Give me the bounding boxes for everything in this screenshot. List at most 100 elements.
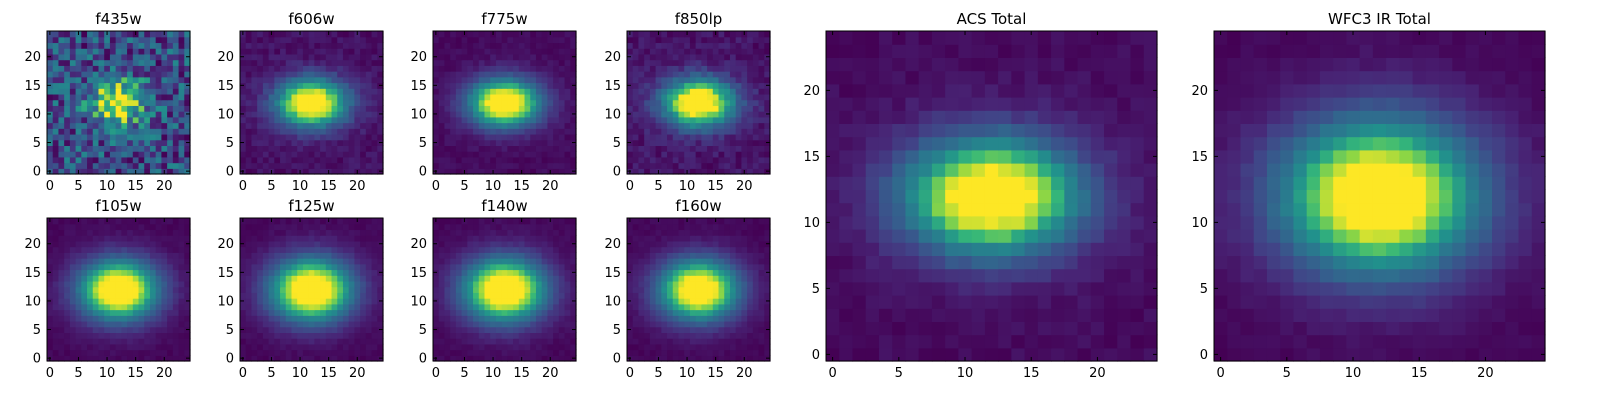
- heatmap-cell: [274, 116, 281, 124]
- heatmap-cell: [127, 315, 134, 322]
- heatmap-cell: [478, 223, 486, 231]
- heatmap-cell: [87, 263, 94, 271]
- heatmap-cell: [455, 151, 463, 158]
- heatmap-cell: [701, 326, 708, 333]
- heatmap-cell: [735, 298, 742, 305]
- heatmap-cell: [262, 240, 270, 248]
- heatmap-cell: [58, 240, 65, 248]
- heatmap-cell: [280, 258, 287, 265]
- heatmap-cell: [127, 343, 134, 351]
- heatmap-cell: [507, 263, 514, 271]
- heatmap-cell: [58, 93, 65, 101]
- heatmap-cell: [365, 338, 373, 345]
- heatmap-cell: [473, 240, 480, 248]
- heatmap-cell: [184, 128, 191, 135]
- heatmap-cell: [109, 36, 117, 44]
- heatmap-cell: [524, 82, 531, 89]
- heatmap-cell: [513, 315, 520, 322]
- heatmap-cell: [178, 82, 185, 89]
- heatmap-cell: [741, 151, 748, 158]
- heatmap-cell: [377, 128, 384, 135]
- heatmap-cell: [257, 315, 264, 322]
- heatmap-cell: [127, 280, 134, 288]
- heatmap-cell: [758, 88, 765, 95]
- heatmap-cell: [138, 116, 145, 124]
- heatmap-cell: [47, 252, 54, 259]
- heatmap-cell: [331, 36, 338, 44]
- heatmap-cell: [121, 105, 128, 112]
- heatmap-cell: [547, 156, 554, 164]
- heatmap-cell: [314, 275, 321, 282]
- heatmap-cell: [132, 59, 140, 66]
- heatmap-cell: [627, 122, 634, 129]
- heatmap-cell: [360, 240, 367, 248]
- heatmap-cell: [467, 315, 474, 322]
- heatmap-cell: [758, 36, 765, 44]
- heatmap-cell: [297, 128, 304, 135]
- heatmap-cell: [184, 162, 191, 169]
- heatmap-cell: [541, 275, 548, 282]
- heatmap-cell: [707, 332, 714, 339]
- heatmap-cell: [331, 292, 338, 299]
- heatmap-cell: [257, 65, 264, 72]
- heatmap-cell: [104, 240, 111, 248]
- heatmap-cell: [331, 315, 338, 322]
- heatmap-cell: [564, 59, 571, 66]
- heatmap-cell: [501, 258, 508, 265]
- heatmap-cell: [348, 111, 355, 118]
- heatmap-cell: [52, 151, 60, 158]
- heatmap-cell: [644, 71, 651, 78]
- heatmap-cell: [484, 218, 491, 225]
- heatmap-cell: [115, 320, 122, 328]
- heatmap-cell: [115, 240, 122, 248]
- heatmap-cell: [144, 338, 151, 345]
- heatmap-cell: [558, 88, 566, 95]
- heatmap-cell: [444, 76, 451, 84]
- heatmap-cell: [501, 122, 508, 129]
- heatmap-cell: [245, 349, 253, 356]
- heatmap-cell: [444, 93, 451, 101]
- heatmap-cell: [167, 252, 174, 259]
- heatmap-cell: [251, 240, 258, 248]
- x-tick-label: 0: [239, 179, 247, 194]
- heatmap-cell: [513, 349, 520, 356]
- heatmap-cell: [81, 315, 88, 322]
- heatmap-cell: [484, 156, 491, 164]
- heatmap-cell: [678, 298, 685, 305]
- heatmap-cell: [64, 280, 71, 288]
- panel-title: f775w: [481, 10, 527, 28]
- heatmap-cell: [712, 82, 720, 89]
- heatmap-cell: [467, 151, 474, 158]
- heatmap-cell: [513, 116, 520, 124]
- heatmap-cell: [553, 168, 560, 175]
- heatmap-cell: [707, 76, 714, 84]
- heatmap-cell: [649, 156, 657, 164]
- heatmap-cell: [655, 99, 662, 106]
- heatmap-cell: [513, 275, 520, 282]
- heatmap-cell: [325, 156, 333, 164]
- heatmap-cell: [649, 309, 657, 316]
- heatmap-cell: [689, 315, 697, 322]
- heatmap-cell: [718, 145, 725, 152]
- heatmap-cell: [758, 59, 765, 66]
- heatmap-cell: [729, 343, 737, 351]
- heatmap-cell: [684, 133, 691, 141]
- heatmap-cell: [75, 349, 82, 356]
- heatmap-cell: [257, 218, 264, 225]
- heatmap-cell: [541, 93, 548, 101]
- heatmap-cell: [308, 292, 315, 299]
- heatmap-cell: [724, 292, 731, 299]
- heatmap-cell: [58, 76, 65, 84]
- heatmap-cell: [240, 280, 247, 288]
- heatmap-cell: [337, 31, 344, 38]
- heatmap-cell: [115, 309, 122, 316]
- heatmap-cell: [240, 59, 247, 66]
- heatmap-cell: [495, 320, 503, 328]
- heatmap-cell: [144, 326, 151, 333]
- heatmap-cell: [155, 275, 162, 282]
- heatmap-cell: [695, 48, 702, 55]
- heatmap-cell: [741, 59, 748, 66]
- heatmap-cell: [678, 128, 685, 135]
- y-tick-label: 10: [217, 107, 234, 122]
- y-tick-label: 10: [410, 107, 427, 122]
